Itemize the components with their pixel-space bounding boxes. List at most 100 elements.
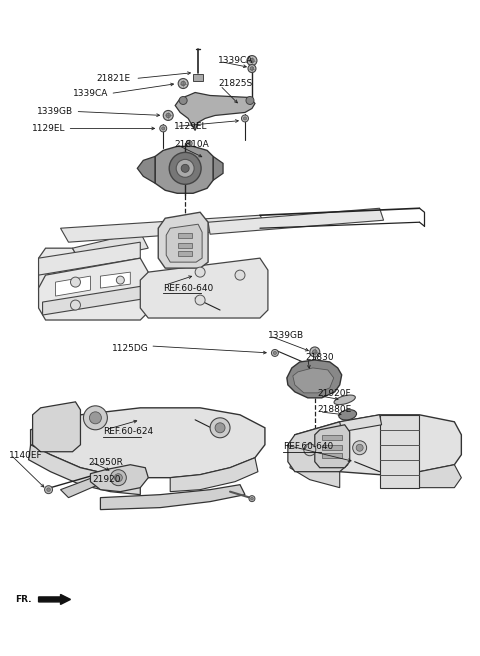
Circle shape: [250, 58, 254, 63]
Polygon shape: [33, 402, 81, 452]
Polygon shape: [290, 452, 340, 487]
Circle shape: [181, 165, 189, 173]
Text: 1339GB: 1339GB: [268, 331, 304, 340]
Text: 21810A: 21810A: [174, 140, 209, 149]
Polygon shape: [193, 73, 203, 81]
Text: 21920F: 21920F: [318, 390, 351, 398]
Circle shape: [89, 412, 101, 424]
Circle shape: [195, 267, 205, 277]
Circle shape: [241, 115, 249, 122]
Polygon shape: [340, 415, 382, 432]
Polygon shape: [322, 435, 342, 440]
Circle shape: [304, 443, 316, 456]
Circle shape: [84, 406, 108, 430]
Text: REF.60-624: REF.60-624: [103, 427, 154, 436]
Polygon shape: [38, 248, 81, 302]
Polygon shape: [315, 425, 350, 468]
Polygon shape: [178, 251, 192, 256]
Text: 21920: 21920: [93, 475, 121, 484]
Circle shape: [47, 488, 50, 491]
Circle shape: [273, 352, 276, 354]
Text: 1140EF: 1140EF: [9, 451, 42, 461]
Circle shape: [114, 474, 122, 482]
Circle shape: [247, 56, 257, 66]
Text: 21825S: 21825S: [218, 79, 252, 88]
Polygon shape: [140, 258, 268, 318]
Ellipse shape: [334, 395, 355, 405]
Circle shape: [353, 441, 367, 455]
Polygon shape: [158, 213, 208, 268]
Circle shape: [250, 67, 254, 70]
Circle shape: [215, 423, 225, 433]
Polygon shape: [137, 156, 155, 183]
Polygon shape: [100, 485, 245, 510]
Polygon shape: [178, 233, 192, 238]
Polygon shape: [38, 242, 140, 275]
Circle shape: [188, 142, 191, 145]
Circle shape: [246, 96, 254, 104]
Text: REF.60-640: REF.60-640: [163, 283, 214, 293]
Circle shape: [166, 113, 170, 117]
Circle shape: [195, 295, 205, 305]
Circle shape: [110, 470, 126, 485]
Polygon shape: [60, 215, 268, 242]
Text: REF.60-640: REF.60-640: [283, 442, 333, 451]
Text: 1339GB: 1339GB: [37, 107, 73, 116]
Text: 21880E: 21880E: [318, 405, 352, 415]
Text: 1339CA: 1339CA: [218, 56, 253, 65]
Polygon shape: [60, 478, 98, 498]
Circle shape: [356, 444, 363, 451]
Circle shape: [162, 127, 165, 130]
Polygon shape: [29, 445, 140, 495]
Circle shape: [181, 81, 185, 86]
Polygon shape: [166, 224, 202, 262]
Circle shape: [71, 277, 81, 287]
Polygon shape: [155, 146, 213, 194]
Polygon shape: [90, 464, 148, 491]
Polygon shape: [208, 208, 384, 234]
Circle shape: [116, 276, 124, 284]
FancyArrow shape: [38, 594, 71, 604]
Text: 1339CA: 1339CA: [73, 89, 108, 98]
Polygon shape: [31, 408, 265, 478]
Polygon shape: [322, 453, 342, 458]
Polygon shape: [43, 285, 148, 315]
Circle shape: [45, 485, 52, 494]
Circle shape: [179, 96, 187, 104]
Circle shape: [163, 110, 173, 121]
Polygon shape: [380, 415, 420, 487]
Text: 1125DG: 1125DG: [111, 344, 148, 354]
Polygon shape: [100, 272, 130, 288]
Text: 21821E: 21821E: [96, 74, 130, 83]
Polygon shape: [72, 232, 148, 262]
Polygon shape: [295, 415, 461, 475]
Polygon shape: [322, 445, 342, 450]
Circle shape: [160, 125, 167, 132]
Ellipse shape: [339, 409, 357, 420]
Polygon shape: [287, 360, 342, 398]
Circle shape: [186, 140, 192, 146]
Polygon shape: [38, 258, 148, 320]
Text: 21950R: 21950R: [88, 458, 123, 467]
Polygon shape: [293, 368, 334, 393]
Polygon shape: [170, 458, 258, 491]
Polygon shape: [175, 92, 255, 131]
Circle shape: [310, 347, 320, 357]
Circle shape: [71, 300, 81, 310]
Circle shape: [249, 496, 255, 502]
Circle shape: [176, 159, 194, 177]
Text: FR.: FR.: [15, 595, 31, 604]
Polygon shape: [56, 276, 90, 296]
Circle shape: [243, 117, 247, 120]
Circle shape: [251, 497, 253, 500]
Polygon shape: [420, 464, 461, 487]
Circle shape: [210, 418, 230, 438]
Polygon shape: [288, 422, 348, 472]
Polygon shape: [213, 156, 223, 180]
Circle shape: [248, 64, 256, 73]
Text: 1129EL: 1129EL: [174, 122, 208, 131]
Text: 1129EL: 1129EL: [32, 124, 65, 133]
Circle shape: [312, 350, 317, 354]
Polygon shape: [178, 243, 192, 248]
Circle shape: [178, 79, 188, 89]
